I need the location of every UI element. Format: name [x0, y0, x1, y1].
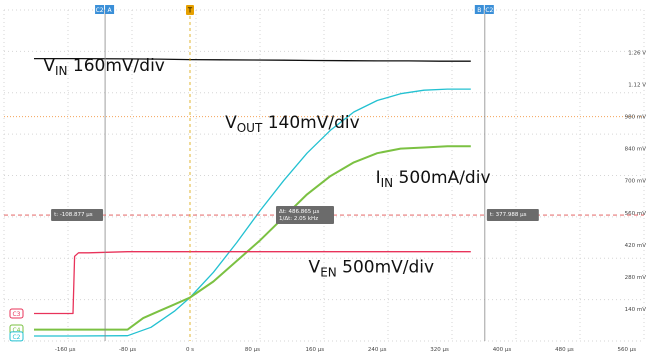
right-scale-label: 1.26 V [628, 50, 646, 56]
trace-ven [34, 251, 471, 315]
svg-text:t: 377.988 µs: t: 377.988 µs [490, 212, 527, 218]
cursor-readout-1: t: -108.877 µs [51, 209, 104, 222]
x-tick-label: 400 µs [493, 347, 512, 353]
x-tick-label: -80 µs [119, 347, 136, 353]
svg-text:1/Δt: 2.05 kHz: 1/Δt: 2.05 kHz [279, 216, 318, 222]
trace-iin [34, 145, 471, 331]
x-tick-label: 0 s [186, 347, 194, 353]
x-tick-label: 160 µs [305, 347, 324, 353]
cursors: t: -108.877 µs t: 377.988 µs Δt: 486.865 µ… [4, 5, 644, 341]
trace-vout [34, 88, 471, 337]
right-scale-label: 700 mV [625, 179, 647, 185]
x-tick-label: 560 µs [617, 347, 636, 353]
svg-text:C4: C4 [12, 327, 20, 334]
right-scale-label: 140 mV [625, 307, 647, 313]
right-scale-label: 1.12 V [628, 83, 646, 89]
x-tick-label: 320 µs [430, 347, 449, 353]
delta-readout: Δt: 486.865 µs1/Δt: 2.05 kHz [276, 206, 334, 225]
svg-text:C3: C3 [12, 311, 20, 318]
channel-tag: C3 [9, 308, 24, 319]
trigger-marker[interactable]: T [186, 5, 194, 15]
axis-labels: -160 µs -80 µs 0 s 80 µs 160 µs 240 µs 320 µs 4… [9, 50, 647, 353]
x-tick-label: -160 µs [55, 347, 76, 353]
trace-vin [34, 57, 471, 62]
right-scale-label: 560 mV [625, 211, 647, 217]
right-scale-label: 840 mV [625, 147, 647, 153]
svg-text:B: B [477, 7, 481, 14]
svg-text:A: A [108, 7, 113, 14]
cursor-tag-a[interactable]: C2 A [95, 5, 115, 14]
x-tick-label: 80 µs [245, 347, 260, 353]
right-scale-label: 420 mV [625, 243, 647, 249]
svg-text:t: -108.877 µs: t: -108.877 µs [54, 212, 93, 218]
x-tick-label: 240 µs [368, 347, 387, 353]
right-scale-label: 980 mV [625, 115, 647, 121]
trace-label-vin: VIN 160mV/div [43, 56, 165, 78]
svg-text:T: T [187, 7, 193, 15]
svg-text:C2: C2 [12, 334, 20, 341]
svg-text:C2: C2 [485, 7, 493, 14]
right-scale-label: 280 mV [625, 275, 647, 281]
trace-label-ven: VEN 500mV/div [309, 257, 435, 279]
svg-text:Δt: 486.865 µs: Δt: 486.865 µs [279, 209, 320, 215]
channel-tag: C2 [9, 331, 24, 342]
cursor-readout-2: t: 377.988 µs [486, 209, 539, 222]
traces [34, 57, 471, 337]
trace-labels: VIN 160mV/div VOUT 140mV/div IIN 500mA/div… [43, 56, 490, 280]
trace-label-iin: IIN 500mA/div [376, 168, 491, 190]
svg-text:C2: C2 [96, 7, 104, 14]
x-tick-label: 480 µs [555, 347, 574, 353]
trace-label-vout: VOUT 140mV/div [225, 113, 360, 135]
cursor-tag-b[interactable]: B C2 [474, 5, 494, 14]
